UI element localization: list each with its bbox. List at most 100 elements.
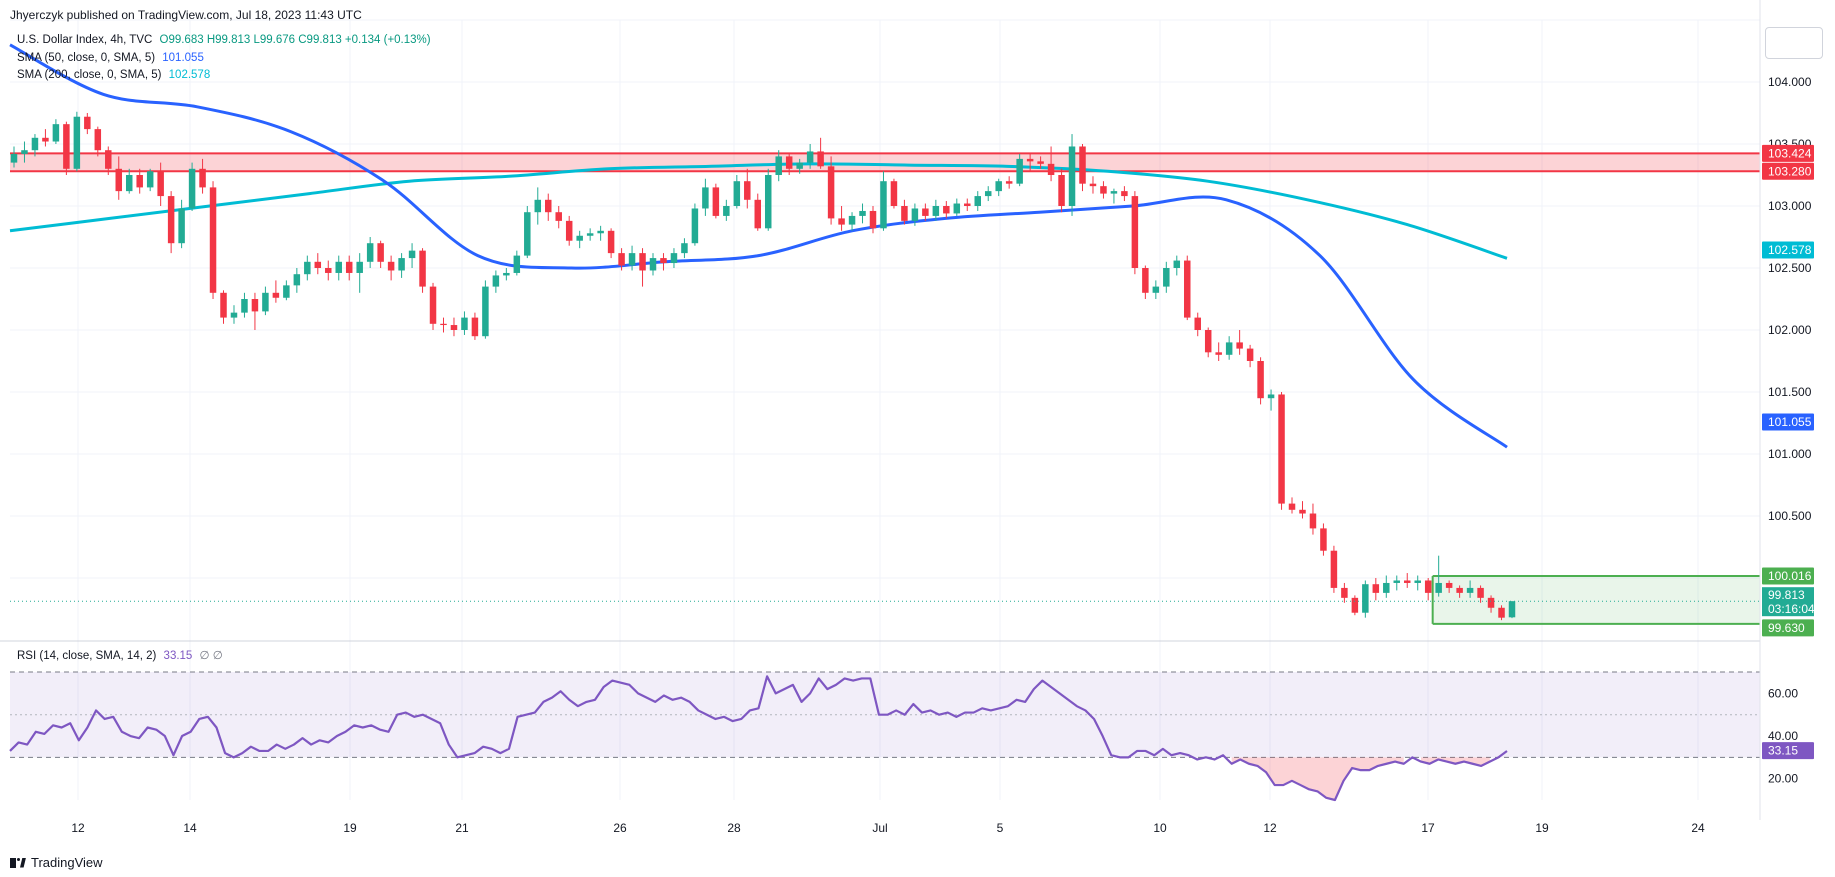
sma50-legend[interactable]: SMA (50, close, 0, SMA, 5) 101.055 (17, 52, 204, 64)
candle-body (545, 199, 552, 213)
candle-body (1026, 158, 1034, 162)
candle-23 (251, 292, 259, 330)
label-last-price-bg (1762, 587, 1814, 617)
candle-95 (1005, 176, 1013, 189)
candle-body (901, 206, 908, 221)
candle-87 (922, 203, 929, 221)
candle-72 (764, 168, 772, 231)
sma50-value: 101.055 (162, 52, 204, 64)
candle-body (377, 243, 384, 262)
candle-5 (63, 121, 70, 175)
candle-body (1047, 163, 1055, 175)
candle-141 (1487, 595, 1495, 613)
rsi-legend[interactable]: RSI (14, close, SMA, 14, 2) 33.15 ∅ ∅ (17, 648, 223, 662)
label-range-top-text: 100.016 (1768, 569, 1812, 583)
candle-123 (1299, 501, 1306, 519)
candle-46 (492, 270, 500, 293)
rsi-oversold-fill (1231, 757, 1404, 800)
candle-body (1320, 528, 1327, 551)
label-sma50-bg (1762, 413, 1814, 431)
sma50-path (9, 43, 1508, 449)
candle-body (178, 208, 185, 244)
sma200-line (9, 162, 1508, 260)
candle-body (1393, 580, 1401, 583)
candle-body (1372, 584, 1380, 593)
candle-body (1184, 260, 1191, 318)
candle-127 (1341, 582, 1348, 603)
candle-body (827, 166, 835, 219)
candle-body (1100, 186, 1107, 194)
candle-body (733, 181, 741, 206)
candle-body (628, 253, 636, 266)
candle-63 (670, 248, 678, 268)
candle-86 (911, 203, 919, 226)
rsi-extra: ∅ ∅ (199, 650, 223, 662)
candle-110 (1163, 261, 1170, 293)
candle-body (146, 171, 154, 188)
candle-body (503, 272, 510, 276)
sma200-legend[interactable]: SMA (200, close, 0, SMA, 5) 102.578 (17, 69, 210, 81)
candle-body (293, 274, 301, 286)
candle-134 (1414, 575, 1421, 591)
candle-body (1435, 582, 1442, 593)
candle-body (1445, 582, 1453, 588)
rsi-tick-2: 20.00 (1768, 772, 1798, 786)
symbol-legend[interactable]: U.S. Dollar Index, 4h, TVC O99.683 H99.8… (17, 34, 431, 46)
candle-body (1131, 196, 1139, 268)
candle-10 (115, 156, 123, 200)
candle-3 (42, 129, 49, 147)
candle-body (1424, 580, 1432, 593)
candle-91 (964, 198, 971, 211)
candle-53 (565, 215, 573, 246)
candle-79 (838, 206, 845, 231)
price-tick-7: 100.500 (1768, 509, 1812, 523)
candle-31 (335, 255, 342, 281)
candle-76 (806, 144, 814, 169)
candle-41 (440, 317, 447, 333)
candle-body (723, 206, 730, 216)
candle-29 (314, 253, 322, 275)
candle-111 (1173, 255, 1181, 276)
price-tick-0: 104.000 (1768, 75, 1812, 89)
candle-96 (1016, 153, 1023, 187)
candle-48 (513, 250, 521, 276)
candle-35 (377, 240, 384, 268)
candle-115 (1215, 342, 1222, 361)
candle-body (1246, 348, 1254, 361)
candles (10, 111, 1516, 621)
candle-body (607, 230, 615, 254)
candle-107 (1131, 191, 1139, 275)
candle-1 (21, 141, 28, 163)
candle-93 (984, 186, 992, 202)
candle-body (869, 210, 877, 229)
candle-132 (1393, 575, 1401, 591)
candle-body (1477, 587, 1484, 598)
candle-body (1383, 582, 1390, 593)
candle-body (188, 168, 196, 209)
candle-124 (1309, 503, 1317, 535)
candle-body (1079, 146, 1086, 184)
sma50-line (9, 43, 1508, 449)
sma200-label: SMA (200, close, 0, SMA, 5) (17, 69, 162, 81)
label-rsi-value-bg (1762, 742, 1814, 760)
time-tick-7: 5 (997, 821, 1004, 835)
candle-body (859, 210, 866, 216)
candle-78 (827, 156, 835, 225)
footer-brand[interactable]: TradingView (10, 855, 103, 870)
auto-scale-button[interactable] (1765, 27, 1823, 59)
candle-64 (681, 238, 688, 259)
candle-13 (146, 168, 154, 192)
candle-body (325, 268, 332, 273)
candle-33 (356, 253, 363, 293)
candle-body (1121, 191, 1128, 197)
candle-body (241, 299, 248, 313)
candle-94 (995, 178, 1002, 197)
candle-body (775, 156, 782, 175)
candle-8 (94, 126, 102, 157)
candle-11 (125, 168, 133, 194)
candle-body (167, 196, 175, 244)
candle-body (63, 124, 70, 169)
candle-116 (1225, 336, 1233, 360)
candle-body (429, 286, 437, 324)
label-sma50-text: 101.055 (1768, 415, 1812, 429)
